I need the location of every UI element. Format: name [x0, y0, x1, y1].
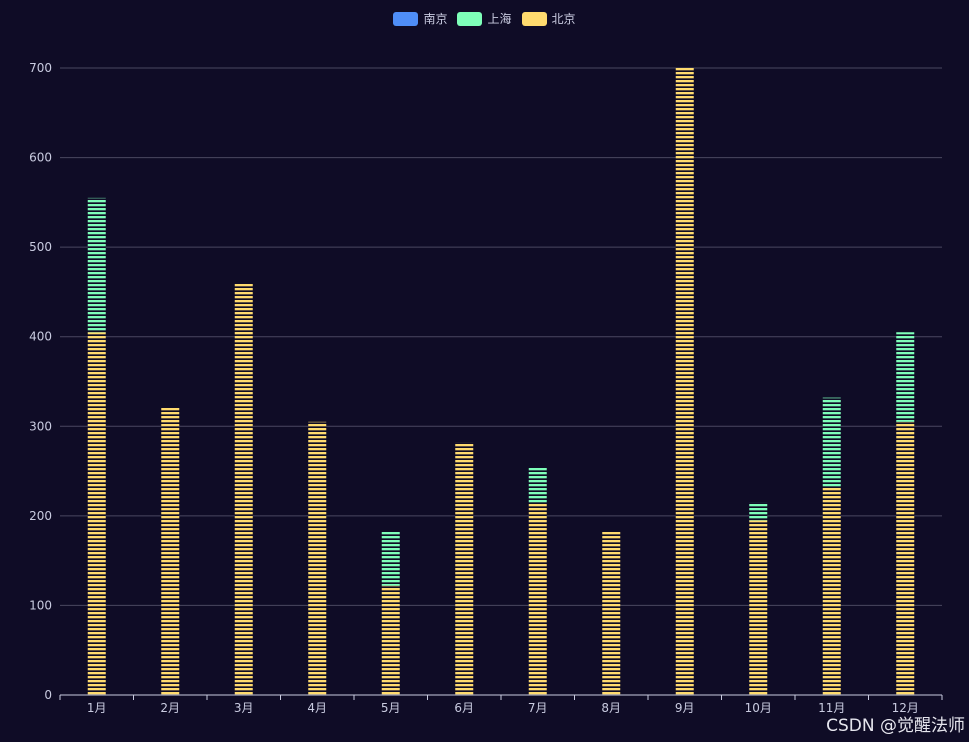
x-tick-label: 1月 [87, 701, 107, 715]
bar-segment [896, 421, 915, 695]
watermark-text: CSDN @觉醒法师 [826, 716, 965, 736]
chart-legend: 南京 上海 北京 [0, 10, 969, 27]
x-tick-label: 5月 [381, 701, 401, 715]
y-tick-label: 300 [29, 419, 52, 433]
legend-item[interactable]: 南京 [393, 10, 447, 27]
legend-item[interactable]: 北京 [521, 10, 576, 27]
y-tick-label: 200 [29, 509, 52, 523]
x-tick-label: 8月 [601, 701, 621, 715]
x-tick-label: 6月 [454, 701, 474, 715]
legend-label: 北京 [551, 12, 576, 26]
bar-segment [381, 585, 400, 695]
bar-segment [749, 502, 768, 521]
y-tick-label: 600 [29, 151, 52, 165]
bar-segment [749, 520, 768, 695]
legend-label: 上海 [487, 12, 512, 26]
grid-lines [60, 67, 942, 606]
bar-segment [161, 407, 180, 695]
y-tick-label: 500 [29, 240, 52, 254]
bar-segment [602, 531, 621, 695]
x-tick-label: 11月 [818, 701, 845, 715]
bar-segment [308, 421, 327, 695]
bar-segment [675, 68, 694, 695]
y-tick-label: 700 [29, 61, 52, 75]
legend-item[interactable]: 上海 [457, 10, 512, 27]
x-tick-label: 2月 [160, 701, 180, 715]
y-tick-label: 100 [29, 598, 52, 612]
x-tick-label: 4月 [307, 701, 327, 715]
bar-segment [455, 442, 474, 695]
x-tick-label: 10月 [745, 701, 772, 715]
bar-segment [528, 466, 547, 503]
x-tick-label: 9月 [675, 701, 695, 715]
bar-segment [87, 332, 106, 695]
x-tick-label: 7月 [528, 701, 548, 715]
legend-swatch [457, 11, 483, 26]
bar-segment [822, 397, 841, 488]
axes: 0 100 200 300 400 500 600 700 1月 2月 3月 4月 5月 6月 7月 8月 9月… [29, 61, 943, 715]
y-tick-label: 400 [29, 330, 52, 344]
bars [87, 68, 915, 695]
bar-segment [381, 531, 400, 586]
bar-segment [822, 487, 841, 695]
bar-segment [234, 282, 253, 695]
bar-segment [896, 332, 915, 422]
x-tick-label: 3月 [234, 701, 254, 715]
legend-swatch [393, 11, 419, 26]
legend-label: 南京 [423, 12, 448, 26]
legend-swatch [521, 11, 547, 26]
x-tick-label: 12月 [892, 701, 919, 715]
bar-segment [528, 502, 547, 695]
y-tick-label: 0 [44, 688, 52, 702]
bar-segment [87, 197, 106, 333]
